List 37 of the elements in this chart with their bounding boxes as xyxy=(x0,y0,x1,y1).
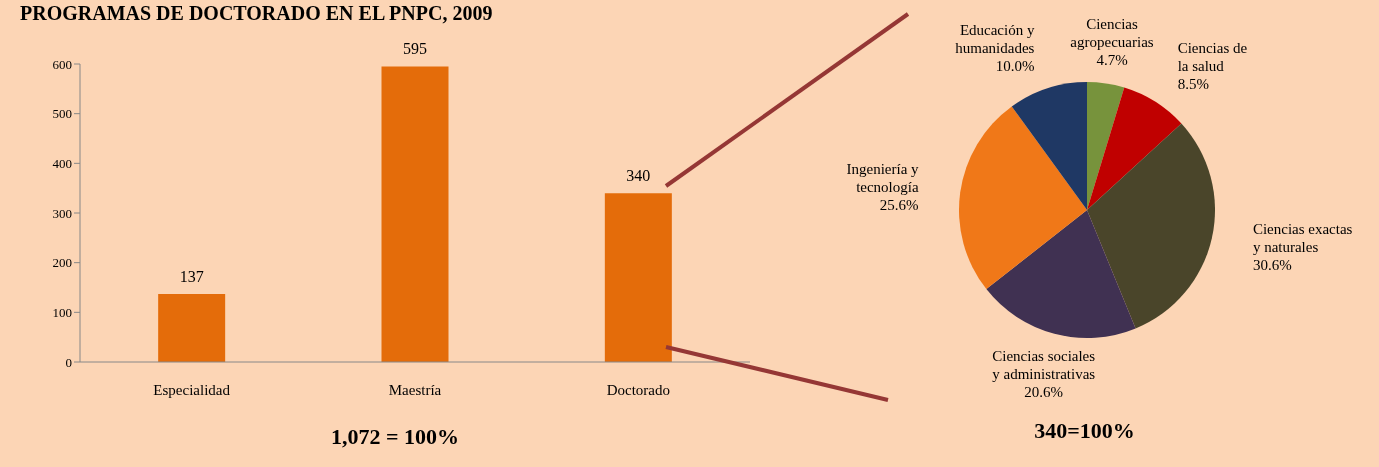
y-tick-label: 100 xyxy=(52,304,72,320)
data-label: 25.6% xyxy=(879,196,919,213)
slice-label: Ingeniería y tecnología xyxy=(846,160,920,195)
pie-slice xyxy=(1087,123,1215,329)
y-tick-label: 600 xyxy=(52,56,72,72)
slice-label: Educación y humanidades xyxy=(955,22,1035,57)
bar xyxy=(158,293,226,362)
data-label: 137 xyxy=(179,267,204,285)
x-tick-label: Especialidad xyxy=(153,381,231,398)
slice-label: Ciencias sociales y administrativas xyxy=(992,348,1096,383)
data-label: 30.6% xyxy=(1252,257,1292,274)
chart-title: PROGRAMAS DE DOCTORADO EN EL PNPC, 2009 xyxy=(20,2,493,25)
y-tick-label: 400 xyxy=(52,155,72,171)
slice-label: Ciencias de la salud xyxy=(1177,40,1248,75)
pie-slice xyxy=(1087,87,1182,210)
pie-slice xyxy=(986,210,1136,338)
x-tick-label: Maestría xyxy=(388,381,442,398)
data-label: 8.5% xyxy=(1177,76,1209,93)
slice-label: Ciencias agropecuarias xyxy=(1070,15,1154,50)
y-tick-label: 300 xyxy=(52,205,72,221)
data-label: 595 xyxy=(403,40,427,58)
data-label: 20.6% xyxy=(1024,384,1064,401)
bar xyxy=(381,66,449,362)
pie-slice xyxy=(1011,82,1087,210)
data-label: 340 xyxy=(626,167,651,185)
text: 340=100% xyxy=(1034,418,1135,443)
x-tick-label: Doctorado xyxy=(606,381,670,398)
text: 1,072 = 100% xyxy=(330,424,460,449)
slice-label: Ciencias exactas y naturales xyxy=(1252,221,1353,256)
y-tick-label: 0 xyxy=(65,354,72,370)
pie-slice xyxy=(1087,82,1125,210)
y-tick-label: 500 xyxy=(52,106,72,122)
data-label: 4.7% xyxy=(1096,51,1128,68)
pie-slice xyxy=(959,106,1087,290)
data-label: 10.0% xyxy=(995,58,1035,75)
y-tick-label: 200 xyxy=(52,255,72,271)
bar xyxy=(604,193,672,362)
